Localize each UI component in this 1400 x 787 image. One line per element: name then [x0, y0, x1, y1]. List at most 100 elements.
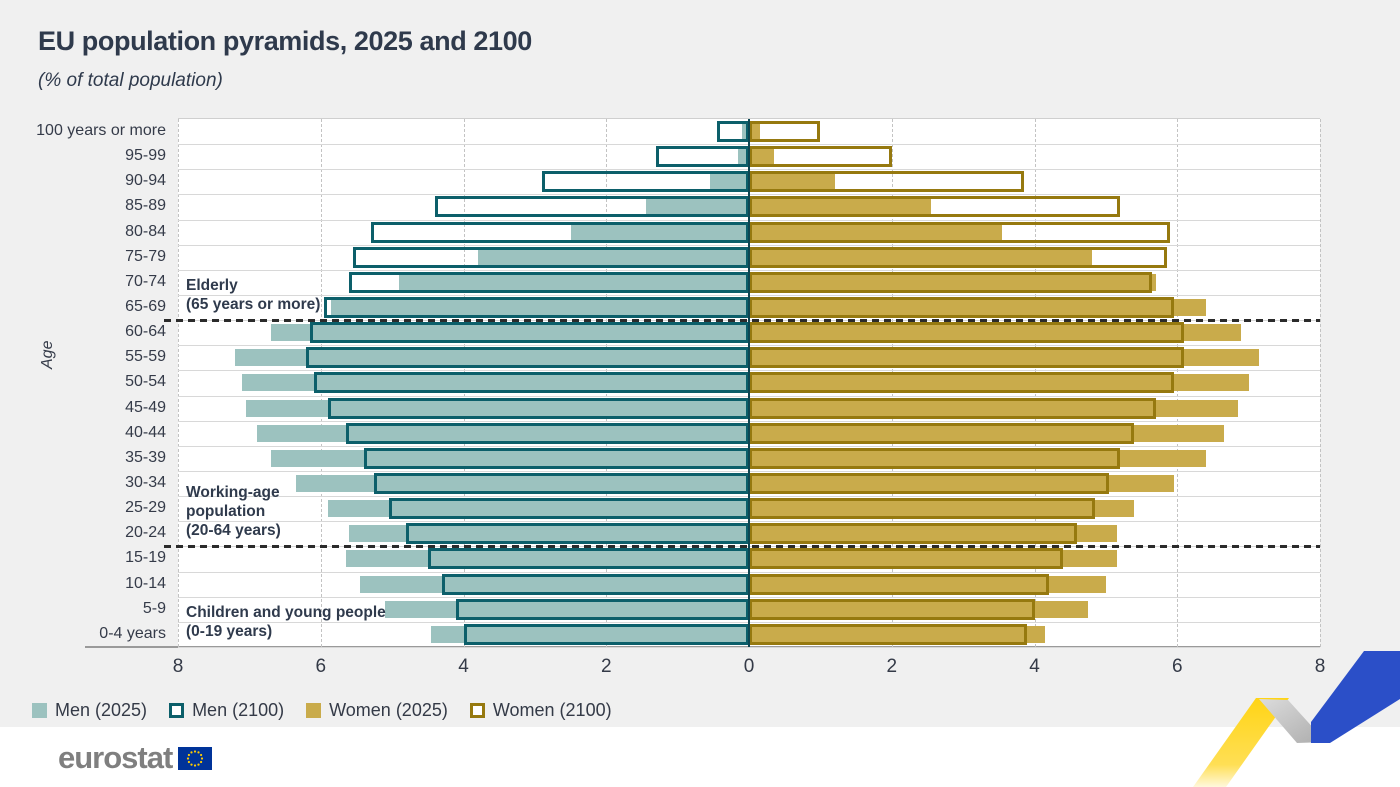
age-label: 95-99 — [125, 147, 166, 165]
eurostat-logo: eurostat — [58, 740, 213, 776]
age-label: 55-59 — [125, 348, 166, 366]
bar-women-2025 — [749, 349, 1260, 367]
age-label: 80-84 — [125, 222, 166, 240]
eurostat-wordmark: eurostat — [58, 740, 173, 775]
x-tick-label: 4 — [458, 656, 469, 677]
bar-women-2025 — [749, 324, 1242, 342]
age-label: 100 years or more — [36, 122, 166, 139]
eu-flag-stars — [187, 749, 204, 767]
pyramid-row — [178, 446, 1320, 472]
pyramid-row — [178, 521, 1320, 548]
legend-label: Men (2025) — [55, 700, 148, 720]
bar-men-2025 — [384, 600, 749, 618]
legend-label: Men (2100) — [192, 700, 285, 720]
age-label: 20-24 — [125, 524, 166, 542]
bar-men-2100 — [388, 498, 749, 520]
x-tick-label: 8 — [172, 656, 184, 677]
bar-men-2025 — [270, 449, 749, 467]
annotation-line: Children and young people — [186, 604, 386, 621]
bar-men-2025 — [570, 223, 749, 241]
annotation-line: Elderly — [186, 277, 238, 295]
bar-men-2025 — [399, 273, 749, 291]
annotation-line: (65 years or more) — [186, 296, 321, 314]
bar-women-2100 — [749, 473, 1110, 495]
group-separator-dashed-line — [164, 319, 1320, 323]
bar-men-2025 — [242, 374, 749, 392]
age-label: 60-64 — [125, 323, 166, 341]
group-annotation: Children and young people (0-19 years) — [186, 603, 386, 641]
bar-women-2025 — [749, 223, 1003, 241]
group-annotation: Working-age population (20-64 years) — [186, 483, 281, 540]
legend-item-women-2025: Women (2025) — [306, 700, 448, 721]
legend-label: Women (2025) — [329, 700, 448, 720]
bar-women-2100 — [749, 347, 1185, 369]
bar-men-2100 — [363, 447, 749, 469]
age-label: 70-74 — [125, 272, 166, 290]
legend-item-men-2025: Men (2025) — [32, 700, 147, 721]
bar-men-2025 — [709, 173, 749, 191]
ribbon-blue-segment — [1311, 651, 1400, 743]
bar-men-2100 — [542, 171, 749, 193]
age-label: 65-69 — [125, 298, 166, 315]
bar-men-2100 — [374, 473, 749, 495]
bar-men-2100 — [313, 372, 749, 394]
bar-men-2100 — [656, 146, 749, 168]
page-title: EU population pyramids, 2025 and 2100 — [38, 26, 532, 56]
bar-men-2025 — [235, 349, 749, 367]
x-axis-ticks: 8 6 4 2 0 2 4 6 8 — [173, 656, 1326, 682]
bar-men-2025 — [360, 575, 749, 593]
x-tick-label: 2 — [600, 656, 612, 677]
age-axis-labels: 100 years or more 95-99 90-94 85-89 80-84 75-… — [0, 118, 172, 646]
x-tick-label: 6 — [1171, 656, 1183, 677]
age-label: 35-39 — [125, 448, 166, 466]
age-label: 45-49 — [125, 398, 166, 416]
bar-women-2100 — [749, 548, 1064, 570]
bar-women-2025 — [749, 198, 931, 216]
bar-men-2100 — [434, 196, 749, 218]
bar-women-2100 — [749, 623, 1028, 645]
bar-men-2025 — [738, 148, 749, 166]
bar-men-2100 — [716, 121, 749, 143]
age-label: 40-44 — [125, 423, 166, 441]
age-label: 90-94 — [125, 172, 166, 190]
age-label: 0-4 years — [99, 624, 166, 642]
bar-women-2025 — [749, 625, 1046, 643]
bar-men-2025 — [270, 324, 749, 342]
legend-swatch-icon — [32, 703, 47, 718]
bar-men-2025 — [256, 424, 749, 442]
bar-women-2025 — [749, 600, 1089, 618]
bar-men-2100 — [345, 422, 749, 444]
group-annotation: Elderly (65 years or more) — [186, 276, 320, 314]
bar-women-2025 — [749, 475, 1174, 493]
bar-women-2025 — [749, 148, 774, 166]
bar-women-2100 — [749, 196, 1121, 218]
bar-women-2025 — [749, 123, 760, 141]
annotation-line: Working-age — [186, 484, 280, 502]
age-label: 15-19 — [125, 549, 166, 567]
age-label: 25-29 — [125, 499, 166, 517]
bar-men-2025 — [295, 475, 749, 493]
pyramid-row — [178, 220, 1320, 246]
footer: eurostat — [0, 727, 1400, 787]
annotation-line: (20-64 years) — [186, 522, 281, 540]
bar-men-2100 — [327, 397, 749, 419]
bar-women-2100 — [749, 146, 892, 168]
bar-men-2100 — [427, 548, 749, 570]
bar-men-2025 — [345, 550, 749, 568]
bar-men-2025 — [645, 198, 749, 216]
bar-men-2025 — [327, 500, 749, 518]
age-label: 30-34 — [125, 474, 166, 491]
bar-women-2100 — [749, 422, 1135, 444]
bar-men-2025 — [741, 123, 749, 141]
age-label: 10-14 — [125, 574, 166, 592]
bar-men-2100 — [463, 623, 749, 645]
vertical-gridline — [1320, 119, 1321, 647]
bar-women-2100 — [749, 297, 1174, 319]
x-tick-label: 4 — [1029, 656, 1040, 677]
x-tick-label: 2 — [886, 656, 898, 677]
bar-women-2025 — [749, 273, 1156, 291]
bar-women-2025 — [749, 424, 1224, 442]
age-label: 5-9 — [142, 599, 166, 617]
legend: Men (2025) Men (2100) Women (2025) Women (2… — [32, 700, 612, 721]
bar-women-2100 — [749, 523, 1078, 545]
